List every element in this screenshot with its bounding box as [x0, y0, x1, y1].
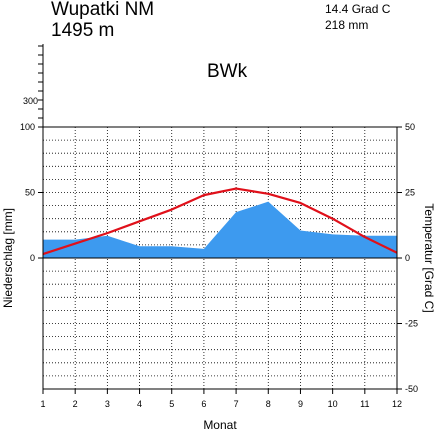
right-tick-label: 25 [405, 188, 415, 198]
left-tick-label: 0 [30, 253, 35, 263]
left-tick-label: 50 [25, 188, 35, 198]
station-name: Wupatki NM [51, 0, 155, 20]
right-tick-label: -50 [405, 384, 418, 394]
upper-precip-axis: 300 [23, 44, 44, 127]
left-axis-title: Niederschlag [mm] [1, 208, 15, 308]
x-tick-label: 2 [73, 399, 78, 409]
x-tick-label: 12 [392, 399, 402, 409]
x-tick-label: 9 [298, 399, 303, 409]
temp-series [42, 187, 398, 256]
x-tick-label: 7 [234, 399, 239, 409]
right-tick-label: -25 [405, 319, 418, 329]
station-elevation: 1495 m [51, 20, 115, 41]
x-axis-title: Monat [203, 418, 237, 430]
precip-series [43, 201, 397, 258]
right-tick-label: 50 [405, 122, 415, 132]
mean-temperature: 14.4 Grad C [325, 2, 391, 16]
x-tick-label: 1 [40, 399, 45, 409]
temp-line [42, 187, 398, 256]
upper-tick-label: 300 [23, 96, 38, 106]
climate-class: BWk [207, 61, 248, 82]
right-tick-label: 0 [405, 253, 410, 263]
x-tick-label: 6 [201, 399, 206, 409]
x-tick-label: 4 [137, 399, 142, 409]
precip-area [43, 201, 397, 258]
left-tick-label: 100 [20, 122, 35, 132]
right-axis-title: Temperatur [Grad C] [422, 203, 436, 312]
x-tick-label: 5 [169, 399, 174, 409]
x-tick-label: 3 [105, 399, 110, 409]
x-tick-label: 11 [360, 399, 369, 409]
x-tick-label: 10 [328, 399, 338, 409]
annual-precipitation: 218 mm [325, 18, 369, 32]
x-tick-label: 8 [266, 399, 271, 409]
